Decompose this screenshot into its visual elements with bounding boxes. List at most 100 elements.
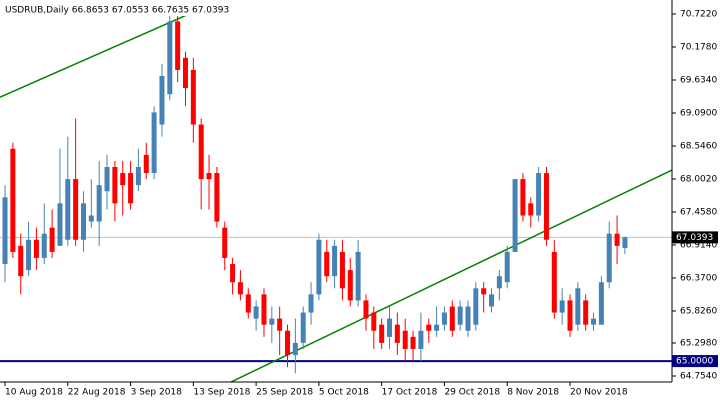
- price-label-bg: [672, 231, 718, 244]
- candle-body: [10, 148, 16, 252]
- y-tick-label: 70.7220: [680, 10, 717, 20]
- trendline: [230, 169, 673, 383]
- candle-body: [175, 21, 181, 70]
- candle-body: [387, 318, 393, 337]
- y-tick-label: 70.1780: [680, 43, 717, 53]
- candle-body: [96, 185, 102, 222]
- candle-body: [104, 166, 110, 192]
- candle-body: [135, 166, 141, 186]
- candle-body: [292, 342, 298, 356]
- candle-body: [496, 276, 502, 289]
- candle-body: [253, 306, 259, 319]
- candle-body: [261, 294, 267, 325]
- candle-body: [551, 251, 557, 313]
- y-tick-label: 64.7540: [680, 371, 717, 381]
- y-tick-label: 65.2980: [680, 338, 717, 348]
- y-tick-label: 68.0020: [680, 174, 717, 184]
- candle-body: [559, 300, 565, 313]
- candle-body: [355, 251, 361, 301]
- candle-body: [143, 154, 149, 174]
- candle-body: [88, 215, 94, 222]
- trendline: [0, 13, 189, 98]
- x-tick-label: 5 Oct 2018: [319, 388, 369, 398]
- candle-body: [167, 21, 173, 95]
- candle-body: [481, 288, 487, 295]
- x-tick-label: 25 Sep 2018: [256, 388, 313, 398]
- candle-body: [222, 227, 228, 258]
- candle-body: [332, 245, 338, 277]
- x-tick-label: 29 Oct 2018: [444, 388, 500, 398]
- candle-body: [520, 179, 526, 216]
- candle-body: [151, 112, 157, 174]
- candle-body: [441, 312, 447, 325]
- y-tick-label: 68.5460: [680, 141, 717, 151]
- candle-body: [245, 294, 251, 313]
- candle-body: [190, 69, 196, 125]
- candle-body: [18, 245, 24, 277]
- chart-title: USDRUB,Daily 66.8653 67.0553 66.7635 67.…: [5, 6, 229, 16]
- price-label-bg: [672, 355, 718, 368]
- candle-body: [159, 75, 165, 125]
- candle-body: [316, 239, 322, 295]
- candle-body: [128, 173, 134, 204]
- candle-body: [473, 288, 479, 325]
- y-tick-label: 69.6340: [680, 76, 717, 86]
- candle-body: [2, 197, 8, 265]
- candle-body: [285, 330, 291, 356]
- x-tick-label: 22 Aug 2018: [68, 388, 126, 398]
- candle-body: [410, 336, 416, 349]
- candle-body: [426, 324, 432, 331]
- x-tick-label: 10 Aug 2018: [5, 388, 63, 398]
- candle-body: [324, 251, 330, 277]
- x-tick-label: 17 Oct 2018: [382, 388, 438, 398]
- y-tick-label: 69.0900: [680, 108, 717, 118]
- candle-body: [575, 288, 581, 325]
- x-tick-label: 3 Sep 2018: [131, 388, 183, 398]
- candle-body: [80, 203, 86, 240]
- candle-body: [230, 264, 236, 283]
- candle-body: [214, 173, 220, 222]
- candle-body: [371, 312, 377, 331]
- candle-body: [614, 233, 620, 246]
- candle-body: [65, 179, 71, 240]
- candle-body: [26, 239, 32, 271]
- candle-body: [606, 233, 612, 283]
- candle-body: [300, 312, 306, 343]
- candle-body: [112, 166, 118, 204]
- candle-body: [622, 237, 628, 248]
- price-label: 65.0000: [676, 357, 713, 367]
- candle-body: [536, 173, 542, 216]
- candle-body: [402, 330, 408, 349]
- candle-body: [379, 324, 385, 343]
- candle-body: [457, 306, 463, 325]
- candle-body: [418, 330, 424, 349]
- candle-body: [449, 306, 455, 331]
- candle-body: [489, 294, 495, 307]
- candle-body: [598, 282, 604, 325]
- candle-body: [33, 239, 39, 258]
- candle-body: [528, 203, 534, 216]
- candle-body: [543, 173, 549, 240]
- candle-body: [567, 300, 573, 331]
- candle-body: [591, 318, 597, 325]
- y-tick-label: 66.3700: [680, 273, 717, 283]
- candle-body: [363, 300, 369, 319]
- candle-body: [269, 318, 275, 325]
- candle-body: [583, 300, 589, 325]
- x-tick-label: 13 Sep 2018: [193, 388, 250, 398]
- x-tick-label: 20 Nov 2018: [570, 388, 628, 398]
- candle-body: [339, 251, 345, 289]
- candle-body: [73, 179, 79, 240]
- candle-body: [41, 233, 47, 258]
- title-bg: [2, 2, 220, 16]
- candle-body: [347, 270, 353, 301]
- candle-body: [504, 251, 510, 283]
- candle-body: [182, 57, 188, 89]
- candle-body: [120, 173, 126, 186]
- candle-body: [237, 282, 243, 295]
- candle-body: [465, 306, 471, 331]
- price-label: 67.0393: [676, 233, 713, 243]
- candle-body: [49, 227, 55, 252]
